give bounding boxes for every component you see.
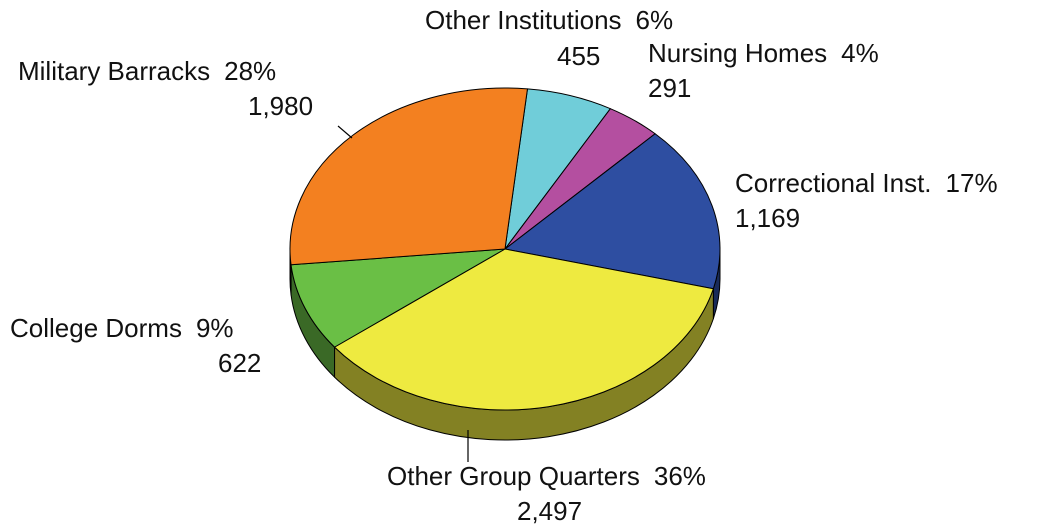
labels: Other Institutions 6% 455 Nursing Homes 4% 29… bbox=[10, 5, 998, 526]
category-label: Other Institutions bbox=[425, 5, 622, 35]
percent-label: 36% bbox=[654, 461, 706, 491]
value-label: 1,169 bbox=[735, 203, 800, 233]
slice-label: Other Group Quarters 36% bbox=[387, 461, 706, 491]
percent-label: 28% bbox=[224, 56, 276, 86]
value-label: 1,980 bbox=[248, 91, 313, 121]
percent-label: 4% bbox=[841, 38, 879, 68]
value-label: 2,497 bbox=[517, 496, 582, 526]
category-label: Military Barracks bbox=[18, 56, 210, 86]
slice bbox=[289, 87, 528, 266]
value-label: 622 bbox=[218, 348, 261, 378]
slice bbox=[290, 248, 506, 348]
category-label: College Dorms bbox=[10, 313, 182, 343]
category-label: Nursing Homes bbox=[648, 38, 827, 68]
value-label: 291 bbox=[648, 73, 691, 103]
category-label: Correctional Inst. bbox=[735, 168, 932, 198]
percent-label: 17% bbox=[946, 168, 998, 198]
pie-tops bbox=[289, 87, 721, 411]
category-label: Other Group Quarters bbox=[387, 461, 640, 491]
slice-label: Nursing Homes 4% bbox=[648, 38, 879, 68]
slice bbox=[504, 133, 721, 290]
leader-line bbox=[337, 125, 353, 139]
percent-label: 9% bbox=[196, 313, 234, 343]
slice bbox=[334, 248, 714, 411]
slice-label: College Dorms 9% bbox=[10, 313, 234, 343]
slice-label: Correctional Inst. 17% bbox=[735, 168, 998, 198]
percent-label: 6% bbox=[636, 5, 674, 35]
slice-label: Military Barracks 28% bbox=[18, 56, 276, 86]
slice-label: Other Institutions 6% bbox=[425, 5, 673, 35]
value-label: 455 bbox=[557, 41, 600, 71]
